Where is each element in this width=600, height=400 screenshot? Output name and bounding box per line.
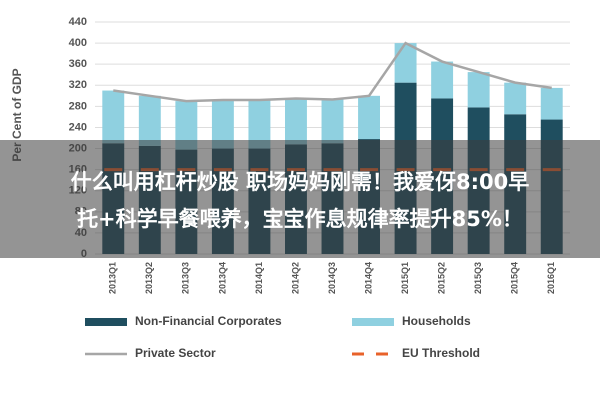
y-tick-label: 280	[69, 100, 87, 112]
x-tick-label: 2015Q2	[436, 262, 446, 294]
bar	[285, 98, 307, 145]
bar	[358, 95, 380, 140]
bar	[467, 72, 490, 108]
y-tick-label: 440	[69, 16, 87, 28]
y-tick-label: 240	[69, 121, 87, 133]
banner-background	[0, 140, 600, 258]
banner-text: 托+科学早餐喂养，宝宝作息规律率提升85%！	[77, 207, 523, 231]
legend-label: Households	[402, 314, 471, 328]
x-tick-label: 2014Q1	[254, 262, 264, 294]
x-tick-label: 2015Q4	[510, 262, 520, 294]
legend-label: EU Threshold	[402, 346, 480, 360]
legend-label: Non-Financial Corporates	[135, 314, 282, 328]
bar	[211, 100, 234, 149]
x-tick-label: 2013Q4	[217, 262, 227, 294]
line	[113, 41, 552, 103]
bar	[138, 95, 161, 146]
y-tick-label: 360	[69, 58, 87, 70]
x-tick-label: 2013Q1	[108, 262, 118, 294]
bar	[175, 101, 198, 150]
legend-swatch	[352, 318, 394, 326]
x-tick-label: 2015Q3	[473, 262, 483, 294]
x-tick-label: 2015Q1	[400, 262, 410, 294]
x-tick-label: 2013Q2	[144, 262, 154, 294]
bar	[504, 82, 527, 115]
x-tick-label: 2016Q1	[546, 262, 556, 294]
bar	[248, 100, 271, 149]
x-tick-label: 2014Q3	[327, 262, 337, 294]
bar	[394, 43, 417, 83]
bar	[102, 90, 125, 144]
x-tick-label: 2014Q4	[363, 262, 373, 294]
y-tick-label: 400	[69, 37, 87, 49]
legend-label: Private Sector	[135, 346, 216, 360]
bar	[540, 87, 563, 120]
y-tick-label: 320	[69, 79, 87, 91]
bar	[321, 99, 344, 144]
x-tick-label: 2013Q3	[181, 262, 191, 294]
y-axis-label: Per Cent of GDP	[10, 68, 24, 161]
bar	[431, 61, 454, 99]
banner-text: 什么叫用杠杆炒股 职场妈妈刚需！我爱伢8:00早	[71, 170, 530, 194]
x-tick-label: 2014Q2	[290, 262, 300, 294]
legend-swatch	[85, 318, 127, 326]
